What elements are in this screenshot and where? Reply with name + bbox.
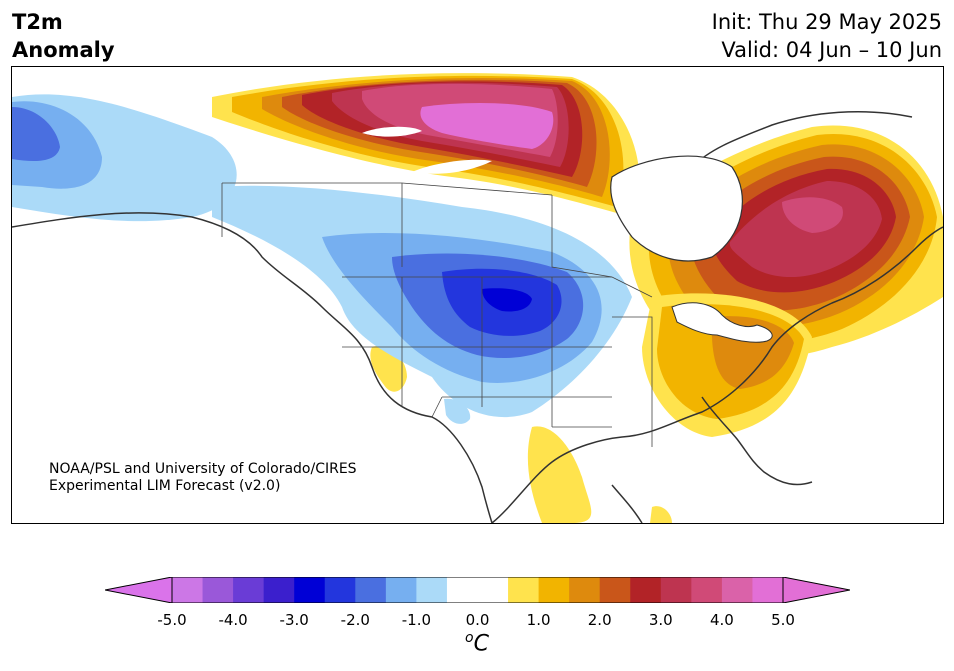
colorbar-tick-label: -3.0 bbox=[279, 611, 309, 629]
credit-line-2: Experimental LIM Forecast (v2.0) bbox=[49, 478, 281, 494]
east-warm-7 bbox=[782, 197, 843, 233]
mex-warm-1 bbox=[527, 426, 592, 523]
colorbar-cell bbox=[202, 577, 234, 603]
colorbar-tick-label: 0.0 bbox=[465, 611, 490, 629]
colorbar-cell bbox=[172, 577, 204, 603]
arctic-channel-1 bbox=[362, 126, 422, 137]
colorbar-cell bbox=[324, 577, 356, 603]
borders bbox=[221, 182, 653, 447]
hudson-bay bbox=[610, 155, 743, 262]
colorbar-cell bbox=[355, 577, 387, 603]
colorbar-cell bbox=[538, 577, 570, 603]
unit-label: oC bbox=[465, 630, 489, 656]
colorbar-tick-label: -4.0 bbox=[218, 611, 248, 629]
colorbar-tick-label: 4.0 bbox=[709, 611, 734, 629]
title-line-1: T2m bbox=[12, 10, 63, 34]
colorbar-tick-label: 2.0 bbox=[587, 611, 612, 629]
colorbar bbox=[105, 577, 850, 603]
colorbar-over-arrow bbox=[782, 577, 850, 603]
colorbar-cell bbox=[691, 577, 723, 603]
title-line-2: Anomaly bbox=[12, 38, 115, 62]
forecast-dates: Init: Thu 29 May 2025 Valid: 04 Jun – 10… bbox=[712, 8, 942, 64]
colorbar-cell bbox=[599, 577, 631, 603]
credit-text: NOAA/PSL and University of Colorado/CIRE… bbox=[49, 461, 357, 495]
map-canvas bbox=[12, 67, 943, 523]
colorbar-tick-label: 3.0 bbox=[648, 611, 673, 629]
colorbar-tick-label: 1.0 bbox=[526, 611, 551, 629]
coastlines bbox=[12, 110, 943, 523]
colorbar-cell bbox=[263, 577, 295, 603]
mex-warm-2 bbox=[650, 506, 672, 523]
colorbar-cell bbox=[630, 577, 662, 603]
plains-cool-5 bbox=[482, 288, 532, 312]
colorbar-cell bbox=[416, 577, 448, 603]
colorbar-cell bbox=[660, 577, 692, 603]
colorbar-cell bbox=[446, 577, 478, 603]
valid-range: Valid: 04 Jun – 10 Jun bbox=[721, 38, 942, 62]
unit-letter: C bbox=[473, 631, 489, 657]
init-date: Init: Thu 29 May 2025 bbox=[711, 10, 942, 34]
colorbar-tick-label: 5.0 bbox=[771, 611, 795, 629]
colorbar-cell bbox=[721, 577, 753, 603]
colorbar-tick-label: -2.0 bbox=[340, 611, 370, 629]
colorbar-cell bbox=[752, 577, 784, 603]
colorbar-cell bbox=[508, 577, 540, 603]
colorbar-cell bbox=[294, 577, 326, 603]
colorbar-cell bbox=[569, 577, 601, 603]
colorbar-cell bbox=[477, 577, 509, 603]
sw-cool-1 bbox=[444, 398, 471, 424]
anomaly-map bbox=[11, 66, 944, 524]
colorbar-under-arrow bbox=[105, 577, 173, 603]
unit-degree: o bbox=[465, 630, 474, 646]
colorbar-tick-label: -1.0 bbox=[401, 611, 432, 629]
colorbar-tick-label: -5.0 bbox=[157, 611, 187, 629]
colorbar-cell bbox=[385, 577, 417, 603]
arctic-channel-2 bbox=[412, 159, 492, 174]
ak-cool-3 bbox=[12, 107, 60, 162]
warm-band-8 bbox=[420, 102, 554, 149]
credit-line-1: NOAA/PSL and University of Colorado/CIRE… bbox=[49, 461, 357, 477]
map-title: T2m Anomaly bbox=[12, 8, 115, 64]
colorbar-cell bbox=[233, 577, 265, 603]
great-lakes bbox=[671, 302, 773, 343]
